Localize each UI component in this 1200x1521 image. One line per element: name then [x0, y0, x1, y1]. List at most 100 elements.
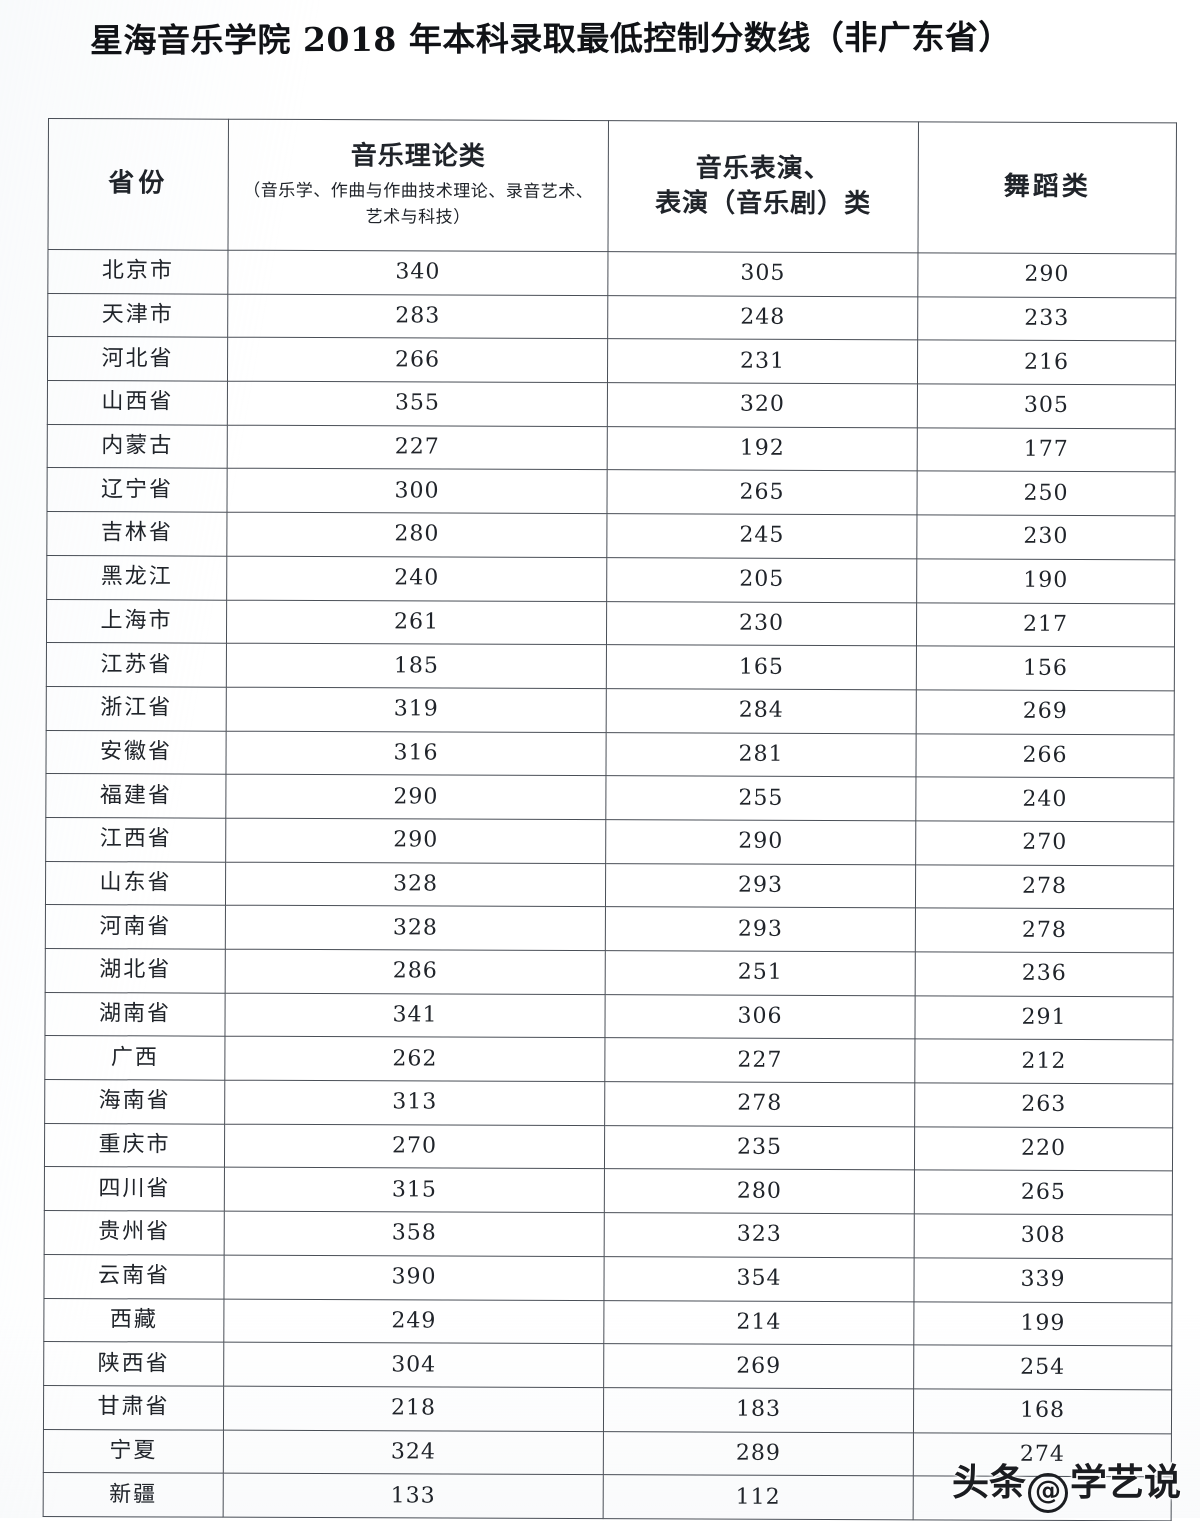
cell-music-performance: 255	[605, 775, 916, 821]
watermark-prefix: 头条	[952, 1461, 1026, 1504]
cell-music-performance: 354	[603, 1256, 915, 1302]
cell-province: 辽宁省	[46, 467, 228, 513]
cell-province: 天津市	[47, 293, 228, 338]
cell-dance: 308	[914, 1213, 1173, 1259]
cell-music-theory: 300	[226, 468, 608, 514]
cell-dance: 220	[914, 1126, 1173, 1172]
cell-music-performance: 231	[607, 339, 918, 384]
col-header-music-theory-main: 音乐理论类	[350, 141, 486, 172]
cell-music-theory: 355	[227, 381, 608, 427]
table-row: 山西省 355 320 305	[47, 380, 1176, 429]
cell-dance: 278	[915, 864, 1174, 910]
cell-dance: 254	[913, 1345, 1172, 1390]
cell-music-theory: 218	[223, 1386, 604, 1432]
cell-province: 贵州省	[44, 1210, 225, 1255]
cell-music-performance: 165	[606, 644, 917, 690]
cell-music-theory: 340	[227, 250, 608, 296]
cell-music-performance: 112	[603, 1474, 914, 1520]
table-row: 甘肃省 218 183 168	[43, 1385, 1172, 1434]
cell-music-theory: 341	[224, 992, 606, 1039]
cell-province: 四川省	[44, 1166, 225, 1212]
table-row: 云南省 390 354 339	[43, 1254, 1173, 1303]
cell-music-performance: 278	[604, 1081, 915, 1127]
cell-dance: 339	[913, 1257, 1173, 1303]
cell-province: 福建省	[45, 773, 226, 819]
cell-music-theory: 185	[226, 643, 607, 689]
cell-music-theory: 286	[225, 949, 606, 995]
cell-province: 山东省	[45, 861, 226, 906]
cell-dance: 266	[915, 733, 1175, 779]
cell-music-theory: 290	[225, 774, 606, 820]
cell-music-theory: 324	[223, 1429, 604, 1475]
cell-province: 湖南省	[44, 992, 226, 1037]
cell-dance: 168	[913, 1388, 1172, 1434]
cell-dance: 240	[915, 777, 1174, 822]
cell-province: 甘肃省	[43, 1385, 224, 1430]
cell-music-performance: 227	[604, 1038, 915, 1083]
table-row: 上海市 261 230 217	[46, 598, 1175, 648]
cell-dance: 236	[915, 951, 1174, 997]
cell-music-performance: 192	[607, 426, 918, 472]
cell-dance: 216	[917, 340, 1176, 385]
cell-province: 新疆	[43, 1472, 224, 1518]
watermark-at-icon: @	[1028, 1473, 1068, 1513]
cell-music-performance: 269	[603, 1343, 914, 1389]
cell-music-theory: 290	[225, 818, 606, 864]
cell-dance: 263	[914, 1082, 1173, 1128]
table-row: 内蒙古 227 192 177	[47, 424, 1176, 473]
cell-music-performance: 323	[604, 1212, 915, 1258]
table-row: 陕西省 304 269 254	[43, 1341, 1172, 1390]
cell-music-performance: 280	[604, 1169, 915, 1214]
cell-province: 河北省	[47, 336, 228, 382]
cell-music-performance: 293	[605, 863, 916, 909]
cell-music-performance: 251	[605, 950, 916, 996]
table-row: 辽宁省 300 265 250	[46, 467, 1176, 516]
cell-music-performance: 281	[605, 732, 917, 778]
cell-province: 吉林省	[46, 511, 227, 557]
table-row: 浙江省 319 284 269	[46, 686, 1175, 735]
cell-music-theory: 262	[224, 1036, 605, 1082]
cell-music-theory: 328	[225, 905, 606, 951]
cell-music-theory: 249	[223, 1298, 604, 1344]
table-row: 福建省 290 255 240	[45, 773, 1174, 822]
cell-music-performance: 306	[604, 994, 916, 1040]
table-row: 湖南省 341 306 291	[44, 992, 1174, 1041]
cell-music-theory: 319	[226, 687, 607, 733]
cell-dance: 305	[917, 383, 1176, 429]
cell-dance: 156	[916, 646, 1175, 691]
cell-province: 江西省	[45, 817, 226, 862]
page-title: 星海音乐学院 2018 年本科录取最低控制分数线（非广东省）	[89, 17, 1012, 60]
table-row: 吉林省 280 245 230	[46, 511, 1175, 560]
cell-music-theory: 358	[224, 1211, 605, 1257]
cell-province: 上海市	[46, 598, 227, 644]
cell-music-performance: 284	[606, 688, 917, 734]
cell-dance: 199	[913, 1301, 1172, 1347]
cell-music-theory: 390	[223, 1254, 605, 1301]
cell-province: 山西省	[47, 380, 228, 425]
cell-dance: 217	[916, 602, 1175, 648]
cell-dance: 265	[914, 1170, 1173, 1215]
table-row: 黑龙江 240 205 190	[46, 555, 1175, 604]
cell-province: 内蒙古	[47, 424, 228, 469]
cell-music-theory: 261	[226, 599, 607, 645]
cell-music-performance: 290	[605, 819, 916, 865]
table-row: 北京市 340 305 290	[47, 249, 1176, 298]
cell-province: 湖北省	[45, 948, 226, 993]
cell-dance: 190	[916, 558, 1175, 604]
cell-dance: 269	[916, 689, 1175, 735]
cell-music-theory: 316	[225, 730, 607, 776]
table-row: 江西省 290 290 270	[45, 817, 1174, 866]
cell-music-theory: 328	[225, 861, 606, 907]
table-row: 湖北省 286 251 236	[45, 948, 1174, 997]
cell-music-performance: 293	[605, 906, 916, 952]
cell-music-theory: 280	[226, 512, 607, 558]
cell-province: 海南省	[44, 1079, 225, 1124]
col-header-music-performance: 音乐表演、 表演（音乐剧）类	[607, 120, 919, 253]
col-header-dance: 舞蹈类	[917, 121, 1177, 254]
cell-province: 宁夏	[43, 1429, 224, 1474]
score-table-container: 省份 音乐理论类 （音乐学、作曲与作曲技术理论、录音艺术、艺术与科技） 音乐表演…	[42, 118, 1177, 1521]
cell-music-performance: 305	[607, 251, 918, 297]
cell-dance: 230	[916, 514, 1175, 560]
cell-music-performance: 289	[603, 1431, 914, 1477]
cell-dance: 250	[916, 471, 1176, 516]
